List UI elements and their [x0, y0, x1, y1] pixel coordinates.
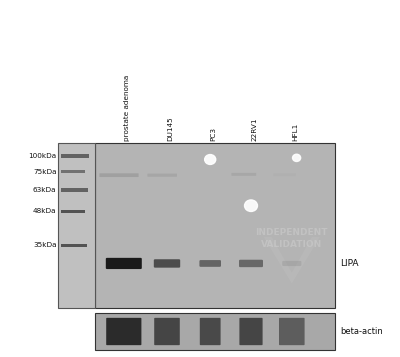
- FancyBboxPatch shape: [147, 174, 177, 177]
- Circle shape: [292, 154, 301, 161]
- Bar: [95, 143, 335, 308]
- FancyBboxPatch shape: [106, 258, 142, 269]
- Text: 35kDa: 35kDa: [33, 242, 56, 248]
- Bar: [61, 210, 85, 213]
- FancyBboxPatch shape: [106, 318, 142, 345]
- FancyBboxPatch shape: [154, 259, 180, 268]
- Bar: [95, 313, 335, 350]
- Text: 22RV1: 22RV1: [251, 118, 257, 141]
- FancyBboxPatch shape: [279, 318, 304, 345]
- FancyBboxPatch shape: [282, 261, 302, 266]
- FancyBboxPatch shape: [154, 318, 180, 345]
- FancyBboxPatch shape: [100, 174, 139, 177]
- Text: 100kDa: 100kDa: [28, 153, 56, 159]
- Bar: [58, 143, 95, 308]
- Text: DU145: DU145: [167, 116, 173, 141]
- Text: prostate adenoma: prostate adenoma: [124, 75, 130, 141]
- Bar: [61, 188, 88, 192]
- Text: HFL1: HFL1: [292, 123, 298, 141]
- Circle shape: [244, 200, 258, 211]
- FancyBboxPatch shape: [239, 318, 262, 345]
- Text: LIPA: LIPA: [340, 259, 358, 268]
- Text: 63kDa: 63kDa: [33, 187, 56, 193]
- Text: 48kDa: 48kDa: [33, 208, 56, 215]
- Bar: [61, 170, 85, 174]
- Text: 75kDa: 75kDa: [33, 169, 56, 175]
- FancyBboxPatch shape: [231, 173, 256, 176]
- Bar: [61, 244, 87, 247]
- Circle shape: [205, 155, 216, 165]
- Text: INDEPENDENT
VALIDATION: INDEPENDENT VALIDATION: [256, 228, 328, 249]
- FancyBboxPatch shape: [200, 318, 221, 345]
- FancyBboxPatch shape: [239, 260, 263, 267]
- FancyBboxPatch shape: [199, 260, 221, 267]
- Text: PC3: PC3: [210, 127, 216, 141]
- FancyBboxPatch shape: [274, 173, 296, 176]
- Polygon shape: [264, 237, 320, 283]
- Bar: [61, 154, 89, 158]
- Text: beta-actin: beta-actin: [340, 327, 382, 336]
